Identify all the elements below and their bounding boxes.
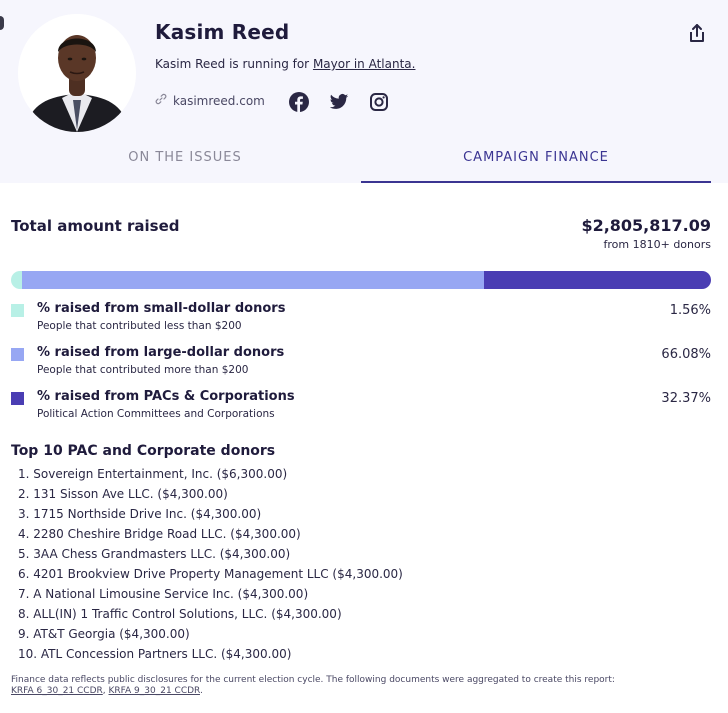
legend-percent: 1.56%: [669, 303, 711, 318]
legend-small-dollar: % raised from small-dollar donors People…: [11, 301, 711, 337]
document-link[interactable]: KRFA 6_30_21 CCDR: [11, 686, 103, 696]
running-prefix: Kasim Reed is running for: [155, 57, 313, 71]
share-icon[interactable]: [686, 22, 708, 44]
top-donors-title: Top 10 PAC and Corporate donors: [11, 443, 276, 459]
finance-footnote: Finance data reflects public disclosures…: [11, 675, 615, 696]
list-item: 8. ALL(IN) 1 Traffic Control Solutions, …: [18, 607, 342, 621]
bar-segment-small-dollar: [11, 271, 22, 289]
swatch-large-dollar: [11, 348, 24, 361]
total-raised-label: Total amount raised: [11, 217, 180, 235]
list-item: 6. 4201 Brookview Drive Property Managem…: [18, 567, 403, 581]
footnote-text: Finance data reflects public disclosures…: [11, 675, 615, 685]
office-link[interactable]: Mayor in Atlanta.: [312, 57, 416, 71]
bar-segment-pacs: [484, 271, 711, 289]
list-item: 3. 1715 Northside Drive Inc. ($4,300.00): [18, 507, 262, 521]
tab-on-the-issues[interactable]: ON THE ISSUES: [128, 150, 242, 165]
total-raised-amount: $2,805,817.09: [581, 216, 711, 235]
list-item: 10. ATL Concession Partners LLC. ($4,300…: [18, 647, 292, 661]
legend-title: % raised from small-dollar donors: [37, 301, 286, 316]
edge-marker: [0, 16, 4, 30]
candidate-running-text: Kasim Reed is running for Mayor in Atlan…: [155, 57, 415, 71]
legend-percent: 66.08%: [661, 347, 711, 362]
candidate-name: Kasim Reed: [155, 20, 290, 44]
list-item: 7. A National Limousine Service Inc. ($4…: [18, 587, 309, 601]
funding-breakdown-bar: [11, 271, 711, 289]
legend-title: % raised from large-dollar donors: [37, 345, 285, 360]
list-item: 5. 3AA Chess Grandmasters LLC. ($4,300.0…: [18, 547, 291, 561]
legend-percent: 32.37%: [661, 391, 711, 406]
facebook-icon[interactable]: [289, 92, 309, 112]
bar-segment-large-dollar: [21, 271, 485, 289]
legend-subtitle: People that contributed less than $200: [37, 320, 242, 332]
website-link[interactable]: kasimreed.com: [155, 93, 265, 108]
swatch-small-dollar: [11, 304, 24, 317]
list-item: 4. 2280 Cheshire Bridge Road LLC. ($4,30…: [18, 527, 301, 541]
twitter-icon[interactable]: [329, 92, 349, 112]
legend-subtitle: Political Action Committees and Corporat…: [37, 408, 275, 420]
link-icon: [155, 93, 167, 108]
website-label: kasimreed.com: [173, 93, 265, 108]
candidate-avatar: [18, 14, 136, 132]
legend-large-dollar: % raised from large-dollar donors People…: [11, 345, 711, 381]
donor-count: from 1810+ donors: [603, 238, 711, 251]
list-item: 1. Sovereign Entertainment, Inc. ($6,300…: [18, 467, 288, 481]
instagram-icon[interactable]: [369, 92, 389, 112]
list-item: 2. 131 Sisson Ave LLC. ($4,300.00): [18, 487, 228, 501]
document-link[interactable]: KRFA 9_30_21 CCDR: [108, 686, 200, 696]
legend-subtitle: People that contributed more than $200: [37, 364, 249, 376]
tab-campaign-finance[interactable]: CAMPAIGN FINANCE: [361, 150, 711, 183]
list-item: 9. AT&T Georgia ($4,300.00): [18, 627, 190, 641]
legend-pacs: % raised from PACs & Corporations Politi…: [11, 389, 711, 425]
candidate-header: Kasim Reed Kasim Reed is running for May…: [0, 0, 728, 183]
top-donors-list: 1. Sovereign Entertainment, Inc. ($6,300…: [18, 466, 403, 666]
swatch-pacs: [11, 392, 24, 405]
legend-title: % raised from PACs & Corporations: [37, 389, 295, 404]
